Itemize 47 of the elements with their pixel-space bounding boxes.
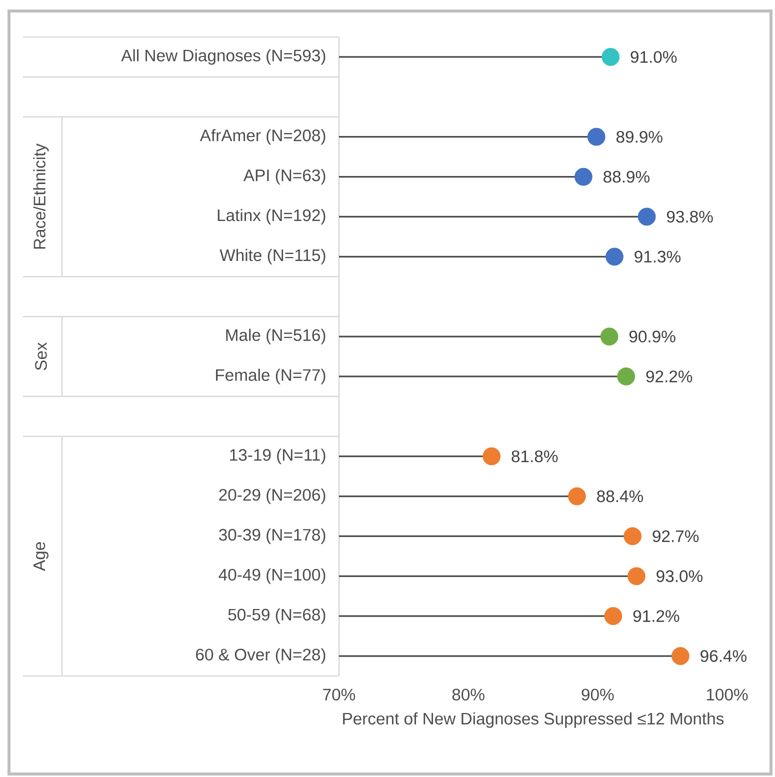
x-tick-label: 70% <box>323 688 356 701</box>
y-tick-label: API (N=63) <box>243 169 326 185</box>
point <box>628 567 646 586</box>
y-tick-label: 13-19 (N=11) <box>230 448 326 464</box>
data-label: 90.9% <box>629 330 676 342</box>
point <box>672 647 690 665</box>
y-tick-label: 20-29 (N=206) <box>219 488 326 504</box>
data-label: 89.9% <box>616 130 662 143</box>
point <box>602 48 620 66</box>
y-tick-label: Latinx (N=192) <box>218 208 326 224</box>
data-label: 93.0% <box>656 570 702 582</box>
x-tick-label: 80% <box>452 688 484 701</box>
data-label: 88.4% <box>597 490 644 502</box>
y-tick-label: AfrAmer (N=208) <box>200 129 326 145</box>
y-tick-label: 50-59 (N=68) <box>228 608 326 624</box>
y-tick-label: 60 & Over (N=28) <box>196 648 326 664</box>
text: Age <box>34 542 48 571</box>
y-tick-label: 40-49 (N=100) <box>218 568 326 584</box>
point <box>604 607 622 626</box>
point <box>600 328 618 346</box>
y-tick-label: All New Diagnoses (N=593) <box>121 49 326 65</box>
point <box>482 447 501 466</box>
data-label: 92.2% <box>646 370 692 382</box>
point <box>574 168 592 186</box>
x-axis-title: Percent of New Diagnoses Suppressed ≤12 Months <box>343 712 724 728</box>
data-label: 91.3% <box>634 250 681 263</box>
y-tick-label: Male (N=516) <box>226 328 326 344</box>
point <box>587 128 606 146</box>
point <box>638 208 656 226</box>
point <box>624 527 642 546</box>
data-label: 91.2% <box>633 610 680 622</box>
y-tick-label: Female (N=77) <box>216 368 326 384</box>
text: Sex <box>35 342 47 370</box>
y-tick-label: White (N=115) <box>220 248 326 264</box>
data-label: 96.4% <box>700 650 746 662</box>
point <box>568 487 586 506</box>
text: Race/Ethnicity <box>33 144 49 249</box>
point <box>606 248 624 266</box>
point <box>617 368 636 386</box>
data-label: 91.0% <box>630 51 677 63</box>
data-label: 93.8% <box>666 210 713 223</box>
y-tick-label: 30-39 (N=178) <box>218 528 326 544</box>
x-tick-label: 90% <box>582 688 614 701</box>
data-label: 92.7% <box>652 530 699 542</box>
data-label: 88.9% <box>604 170 650 183</box>
x-tick-label: 100% <box>706 688 748 701</box>
data-label: 81.8% <box>512 450 558 462</box>
